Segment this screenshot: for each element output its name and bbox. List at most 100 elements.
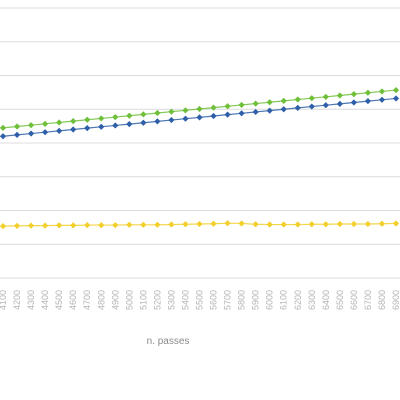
data-point xyxy=(0,124,7,131)
data-point xyxy=(168,116,175,124)
data-point xyxy=(238,110,245,117)
x-tick-label: 4900 xyxy=(110,290,120,310)
x-tick-label: 4400 xyxy=(40,290,50,310)
data-point xyxy=(140,119,147,126)
x-tick-label: 6400 xyxy=(321,290,331,310)
data-point xyxy=(378,220,386,227)
x-tick-label: 6100 xyxy=(279,290,289,310)
x-tick-label: 5400 xyxy=(180,290,190,310)
data-point xyxy=(27,222,35,229)
data-point xyxy=(112,113,119,121)
data-point xyxy=(13,123,21,130)
x-tick-label: 6800 xyxy=(377,290,387,310)
data-point xyxy=(70,126,77,133)
data-point xyxy=(168,221,175,228)
data-point xyxy=(322,93,329,100)
x-tick-label: 6700 xyxy=(363,290,373,310)
data-point xyxy=(336,220,343,228)
data-point xyxy=(13,131,21,139)
data-point xyxy=(336,92,343,99)
data-point xyxy=(350,220,358,228)
data-point xyxy=(238,220,245,227)
data-point xyxy=(182,107,189,114)
x-tick-label: 5800 xyxy=(237,290,247,310)
data-point xyxy=(238,101,245,109)
data-point xyxy=(84,221,91,229)
x-tick-label: 4200 xyxy=(12,290,22,310)
data-point xyxy=(210,104,217,111)
data-point xyxy=(56,127,63,134)
x-tick-label: 4500 xyxy=(54,290,64,310)
data-point xyxy=(70,118,77,125)
data-point xyxy=(224,220,231,227)
data-point xyxy=(168,108,175,115)
data-point xyxy=(280,221,287,228)
data-point xyxy=(294,104,301,112)
data-point xyxy=(154,221,161,228)
data-point xyxy=(70,222,77,229)
series-group xyxy=(0,86,400,230)
data-point xyxy=(210,112,217,120)
x-tick-label: 5100 xyxy=(138,290,148,310)
data-point xyxy=(0,133,7,140)
data-point xyxy=(140,111,147,118)
data-point xyxy=(378,96,386,103)
data-point xyxy=(308,95,315,102)
x-tick-label: 5300 xyxy=(166,290,176,310)
x-tick-label: 6900 xyxy=(391,290,400,310)
data-point xyxy=(308,221,315,228)
data-point xyxy=(56,222,63,229)
data-point xyxy=(280,106,287,113)
data-point xyxy=(154,118,161,125)
data-point xyxy=(27,122,35,129)
x-tick-label: 6500 xyxy=(335,290,345,310)
x-tick-label: 5700 xyxy=(223,290,233,310)
data-point xyxy=(392,220,400,227)
x-tick-label: 4300 xyxy=(26,290,36,310)
x-tick-label: 4800 xyxy=(96,290,106,310)
gridlines xyxy=(0,7,400,279)
data-point xyxy=(0,223,7,230)
data-point xyxy=(13,222,21,230)
data-point xyxy=(266,99,273,106)
data-point xyxy=(196,220,203,228)
data-point xyxy=(112,221,119,229)
data-point xyxy=(224,103,231,110)
data-point xyxy=(322,221,329,228)
data-point xyxy=(41,222,49,229)
data-point xyxy=(98,115,105,122)
x-tick-label: 4700 xyxy=(82,290,92,310)
data-point xyxy=(224,111,231,118)
x-tick-label: 6200 xyxy=(293,290,303,310)
x-tick-label: 5600 xyxy=(209,290,219,310)
data-point xyxy=(266,221,273,228)
data-point xyxy=(350,91,358,98)
x-tick-label: 6600 xyxy=(349,290,359,310)
data-point xyxy=(84,125,91,132)
data-point xyxy=(252,100,259,107)
data-point xyxy=(126,221,133,228)
data-point xyxy=(378,88,386,95)
data-point xyxy=(98,123,105,130)
data-point xyxy=(364,89,372,96)
data-point xyxy=(210,220,217,227)
data-point xyxy=(294,221,301,228)
data-point xyxy=(364,220,372,228)
x-tick-label: 5200 xyxy=(152,290,162,310)
x-tick-labels: 4100 4200 4300 4400 4500 4600 4700 4800 4900 5000… xyxy=(0,290,400,310)
data-point xyxy=(56,119,63,126)
data-point xyxy=(182,221,189,228)
x-tick-label: 4600 xyxy=(68,290,78,310)
x-tick-label: 5500 xyxy=(195,290,205,310)
data-point xyxy=(27,130,35,137)
x-tick-label: 6000 xyxy=(265,290,275,310)
x-tick-label: 4100 xyxy=(0,290,8,310)
x-tick-label: 5000 xyxy=(124,290,134,310)
data-point xyxy=(140,221,147,228)
x-tick-label: 5900 xyxy=(251,290,261,310)
data-point xyxy=(252,108,259,116)
data-point xyxy=(350,99,358,106)
data-point xyxy=(392,95,400,102)
